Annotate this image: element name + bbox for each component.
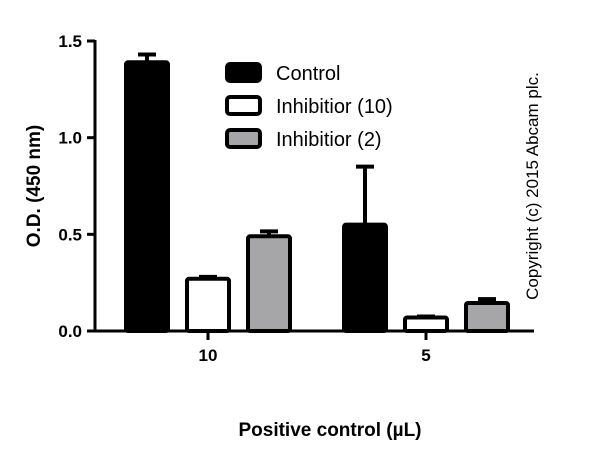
- bar-inhibitior-2--5: [464, 300, 510, 334]
- bar-inhibitior-2--10: [246, 234, 292, 333]
- y-axis-label: O.D. (450 nm): [24, 125, 45, 247]
- x-tick-label: 5: [421, 346, 430, 365]
- y-tick-label: 1.0: [58, 129, 82, 148]
- legend-swatch: [225, 128, 262, 149]
- x-tick-label: 10: [199, 346, 218, 365]
- legend-swatch: [225, 62, 262, 83]
- x-axis-label: Positive control (µL): [238, 420, 421, 441]
- copyright-text: Copyright (c) 2015 Abcam plc.: [523, 72, 542, 300]
- legend-label: Inhibitior (2): [276, 129, 382, 151]
- y-tick-label: 0.5: [58, 225, 82, 244]
- bar-inhibitior-10--5: [403, 315, 449, 334]
- legend-swatch: [225, 95, 262, 116]
- y-tick-label: 0.0: [58, 322, 82, 341]
- y-tick-label: 1.5: [58, 32, 82, 51]
- legend-label: Inhibitior (10): [276, 96, 393, 118]
- bar-control-5: [342, 222, 388, 334]
- bar-control-10: [124, 60, 170, 334]
- bar-inhibitior-10--10: [185, 276, 231, 333]
- legend-label: Control: [276, 63, 340, 85]
